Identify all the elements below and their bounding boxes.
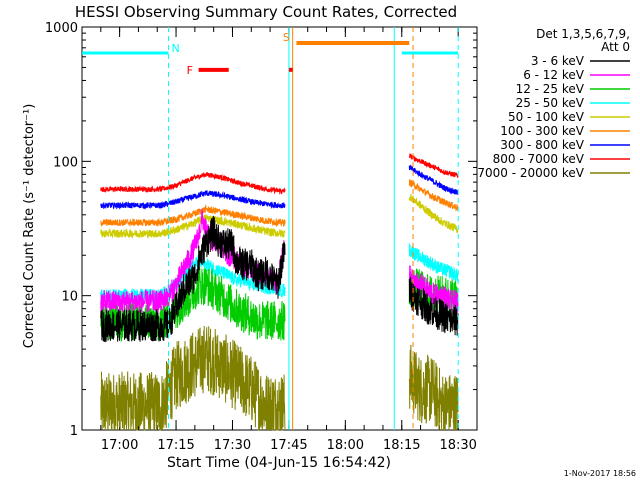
y-tick-label: 1000 xyxy=(45,21,78,36)
legend-header-line-1: Det 1,3,5,6,7,9, xyxy=(536,27,630,41)
x-tick-label: 17:30 xyxy=(214,438,251,453)
legend-header-line-2: Att 0 xyxy=(601,40,630,54)
legend-label-5: 50 - 100 keV xyxy=(508,110,585,124)
series-line-6-seg1 xyxy=(100,204,286,228)
series-line-7-seg1 xyxy=(100,189,286,210)
x-tick-label: 18:15 xyxy=(383,438,420,453)
legend-label-7: 300 - 800 keV xyxy=(500,138,584,152)
series-line-6-seg2 xyxy=(408,179,459,212)
x-tick-label: 17:00 xyxy=(101,438,138,453)
y-tick-label: 1 xyxy=(70,424,78,439)
x-axis-label: Start Time (04-Jun-15 16:54:42) xyxy=(167,455,391,471)
flag-label-N: N xyxy=(172,42,180,55)
legend-label-6: 100 - 300 keV xyxy=(500,124,584,138)
series-line-7-seg2 xyxy=(408,164,459,195)
series-line-9-seg2 xyxy=(408,344,459,431)
y-tick-label: 10 xyxy=(61,290,78,305)
legend-label-9: 7000 - 20000 keV xyxy=(477,166,584,180)
legend-label-4: 25 - 50 keV xyxy=(516,96,585,110)
x-tick-label: 18:00 xyxy=(327,438,364,453)
legend-label-3: 12 - 25 keV xyxy=(516,82,585,96)
flag-label-F: F xyxy=(187,64,193,77)
y-axis-label: Corrected Count Rate (s⁻¹ detector⁻¹) xyxy=(22,104,37,349)
flag-label-S: S xyxy=(283,31,290,44)
legend-label-8: 800 - 7000 keV xyxy=(493,152,585,166)
legend-label-2: 6 - 12 keV xyxy=(523,68,585,82)
y-tick-label: 100 xyxy=(53,155,78,170)
series-line-5-seg2 xyxy=(408,193,459,234)
x-tick-label: 18:30 xyxy=(439,438,476,453)
series-line-9-seg1 xyxy=(100,325,286,431)
series-line-8-seg2 xyxy=(408,153,459,178)
chart-title: HESSI Observing Summary Count Rates, Cor… xyxy=(75,3,457,21)
series-line-1-seg1 xyxy=(100,215,286,343)
series-line-4-seg2 xyxy=(408,243,459,282)
series-line-8-seg1 xyxy=(100,172,286,195)
date-stamp: 1-Nov-2017 18:56 xyxy=(564,469,636,478)
legend-label-1: 3 - 6 keV xyxy=(531,54,585,68)
series-line-5-seg1 xyxy=(100,214,286,239)
x-tick-label: 17:45 xyxy=(270,438,307,453)
series-line-1-seg2 xyxy=(408,276,459,336)
x-tick-label: 17:15 xyxy=(157,438,194,453)
